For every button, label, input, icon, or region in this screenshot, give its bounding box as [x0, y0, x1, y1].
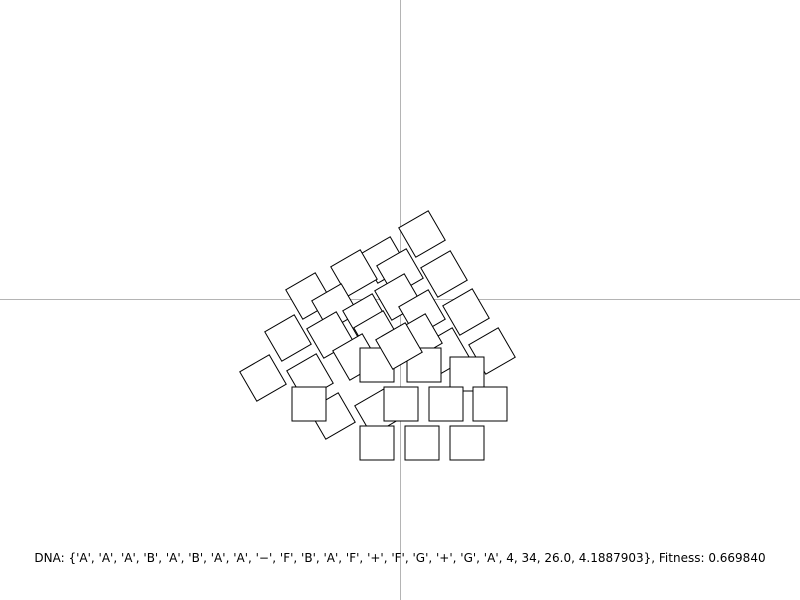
square-shape	[442, 288, 490, 336]
square-shape	[375, 322, 423, 370]
square-shape	[291, 386, 327, 422]
dna-fitness-status: DNA: {'A', 'A', 'A', 'B', 'A', 'B', 'A',…	[34, 551, 766, 565]
square-shape	[264, 314, 312, 362]
square-shape	[404, 425, 440, 461]
square-shape	[449, 425, 485, 461]
square-shape	[383, 386, 419, 422]
square-shape	[428, 386, 464, 422]
square-cluster	[239, 210, 516, 461]
square-shape	[472, 386, 508, 422]
square-shape	[420, 250, 468, 298]
square-shape	[239, 354, 287, 402]
square-shape	[449, 356, 485, 392]
square-shape	[398, 210, 446, 258]
square-shape	[359, 425, 395, 461]
square-shape	[330, 249, 378, 297]
